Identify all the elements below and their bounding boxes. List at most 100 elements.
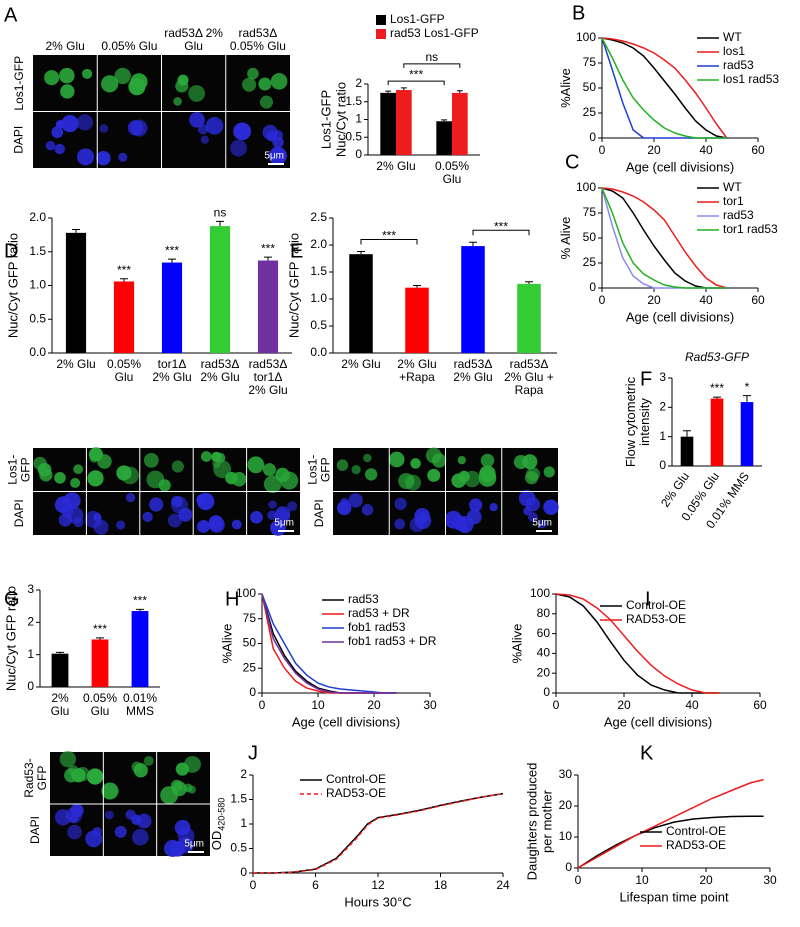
cell — [388, 451, 405, 468]
row-label: Los1-GFP — [5, 448, 33, 492]
y-tick-label: 1.5 — [29, 244, 46, 258]
cell — [268, 146, 287, 165]
error-bar — [441, 119, 448, 122]
error-bar — [136, 608, 144, 612]
cell — [143, 452, 159, 468]
cell — [61, 115, 79, 133]
x-tick-label: rad53Δ tor1Δ 2% Glu — [245, 358, 291, 410]
error-bar — [413, 285, 421, 288]
bar — [51, 653, 69, 687]
x-tick-label-box: rad53Δ 2% Glu — [200, 358, 239, 384]
y-tick-label: 1.5 — [230, 792, 247, 806]
x-tick-label-text: 2% Glu — [56, 358, 96, 371]
y-tick-label: 0.0 — [310, 345, 327, 359]
error-bar — [525, 281, 533, 284]
x-tick-label-text: 2% Glu — [376, 160, 416, 173]
bar — [452, 92, 468, 155]
row-label-box: DAPI — [11, 125, 26, 154]
row-label-text: DAPI — [11, 125, 26, 154]
cell — [233, 122, 252, 141]
row-label-text: DAPI — [311, 499, 326, 528]
x-tick-label: 0 — [250, 878, 257, 892]
y-tick-label: 0 — [249, 685, 256, 699]
cell — [116, 465, 132, 481]
x-tick-label: 2% Glu +Rapa — [390, 358, 444, 410]
legend-label: Control-OE — [326, 772, 386, 786]
x-tick-label-text: 2% Glu +Rapa — [397, 358, 437, 385]
cell — [51, 126, 64, 139]
x-tick-label: rad53Δ 2% Glu + Rapa — [502, 358, 556, 410]
legend-label: Los1-GFP — [390, 12, 445, 26]
cell — [174, 819, 191, 836]
y-tick-label: 0.5 — [345, 129, 362, 143]
x-tick-label: 20 — [647, 143, 661, 157]
series-line — [577, 815, 764, 869]
column-label-box: rad53Δ 0.05% Glu — [230, 26, 286, 53]
error-bar — [216, 220, 224, 227]
cell — [258, 77, 272, 91]
panel-letter: D — [4, 240, 18, 262]
cell — [125, 492, 136, 503]
cell — [526, 467, 540, 481]
cell — [205, 117, 224, 135]
row-label: Los1-GFP — [305, 448, 333, 492]
y-tick-label: 1 — [27, 647, 34, 661]
x-tick-label-box: 0.05% Glu — [434, 160, 469, 187]
legend-label: Control-OE — [666, 824, 726, 838]
x-tick-label-text: rad53Δ tor1Δ 2% Glu — [248, 358, 288, 398]
x-axis-label: Lifespan time point — [619, 889, 729, 904]
cell — [336, 459, 349, 471]
error-bar — [683, 430, 691, 437]
x-tick-label: 18 — [434, 878, 448, 892]
cell — [270, 73, 288, 90]
y-axis-label-box: Los1-GFP Nuc/Cyt ratio — [319, 82, 348, 157]
legend-label: Control-OE — [626, 598, 686, 612]
row-label-text: DAPI — [28, 816, 43, 845]
x-tick-label-box: rad53Δ 2% Glu + Rapa — [502, 358, 556, 410]
row-label-text: Rad53-GFP — [22, 758, 49, 798]
x-axis-label: Age (cell divisions) — [292, 714, 400, 729]
y-tick-label: 2 — [240, 767, 247, 781]
cell — [197, 519, 211, 533]
y-axis-label-text: Nuc/Cyt GFP ratio — [3, 585, 19, 692]
y-axis-label-text: %Alive — [219, 623, 235, 664]
cell — [131, 814, 142, 826]
y-tick-label: 100 — [576, 30, 596, 44]
x-tick-label: 40 — [685, 698, 699, 712]
legend-label: RAD53-OE — [626, 612, 686, 626]
row-label: DAPI — [5, 492, 33, 536]
y-axis-label-box: Nuc/Cyt GFP ratio — [287, 233, 302, 338]
cell — [513, 454, 528, 470]
y-tick-label: 1.5 — [345, 94, 362, 108]
x-tick-label: rad53Δ 2% Glu — [446, 358, 500, 410]
y-tick-label: 0 — [543, 685, 550, 699]
y-axis-label-box: Nuc/Cyt GFP ratio — [3, 585, 19, 692]
y-axis-label: Flow cytometric intensity — [622, 367, 654, 477]
x-tick-label: 2% Glu — [41, 692, 79, 744]
y-tick-label: 80 — [537, 606, 551, 620]
row-label-text: DAPI — [11, 499, 26, 528]
cell — [142, 511, 153, 522]
cell — [67, 824, 82, 840]
x-tick-label: 0 — [599, 143, 606, 157]
series-line — [261, 593, 397, 694]
row-label: DAPI — [305, 492, 333, 536]
y-axis-label: Daughters produced per mother — [524, 757, 556, 887]
cell — [518, 489, 536, 507]
column-label-text: 2% Glu — [45, 38, 85, 53]
x-tick-label: 2% Glu — [53, 358, 99, 410]
significance-label: *** — [494, 219, 508, 233]
error-bar — [264, 256, 272, 261]
y-tick-label: 0 — [355, 147, 362, 161]
error-bar — [72, 228, 80, 233]
y-axis-label: %Alive — [212, 569, 244, 718]
bar — [461, 246, 485, 353]
panel-letter: B — [572, 2, 585, 24]
error-bar — [469, 241, 477, 247]
cell — [274, 508, 291, 525]
cell — [130, 119, 148, 137]
y-axis-label-box: %Alive — [212, 569, 244, 718]
panel-letter: G — [4, 588, 20, 610]
x-tick-label-text: 0.05% Glu — [434, 160, 469, 187]
cell — [208, 516, 225, 533]
